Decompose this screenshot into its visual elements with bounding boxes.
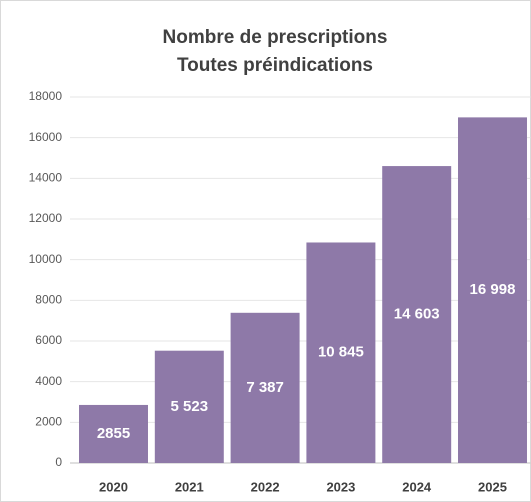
y-tick-label: 6000 [35,333,62,347]
bar [79,404,148,463]
bar [306,242,376,463]
y-tick-label: 0 [55,455,62,469]
chart-title: Nombre de prescriptions [163,27,388,48]
y-tick-label: 18000 [29,89,63,103]
value-label: 7 387 [246,379,284,396]
bar [154,350,224,463]
x-tick-label: 2025 [478,479,507,494]
bar [230,312,300,463]
y-tick-label: 10000 [29,252,63,266]
x-tick-label: 2021 [175,479,204,494]
value-label: 2855 [97,425,130,442]
chart-title: Toutes préindications [177,55,373,76]
y-tick-label: 8000 [35,293,62,307]
value-label: 14 603 [394,306,440,323]
value-label: 16 998 [470,281,516,298]
x-tick-label: 2022 [251,479,280,494]
y-tick-label: 4000 [35,374,62,388]
bar [382,166,452,463]
y-tick-label: 16000 [29,130,63,144]
x-tick-label: 2024 [402,479,432,494]
value-label: 10 845 [318,344,364,361]
x-tick-label: 2020 [99,479,128,494]
value-label: 5 523 [171,398,209,415]
y-tick-label: 14000 [29,171,63,185]
y-tick-label: 12000 [29,211,63,225]
y-tick-label: 2000 [35,415,62,429]
x-tick-label: 2023 [326,479,355,494]
bar [458,117,527,464]
